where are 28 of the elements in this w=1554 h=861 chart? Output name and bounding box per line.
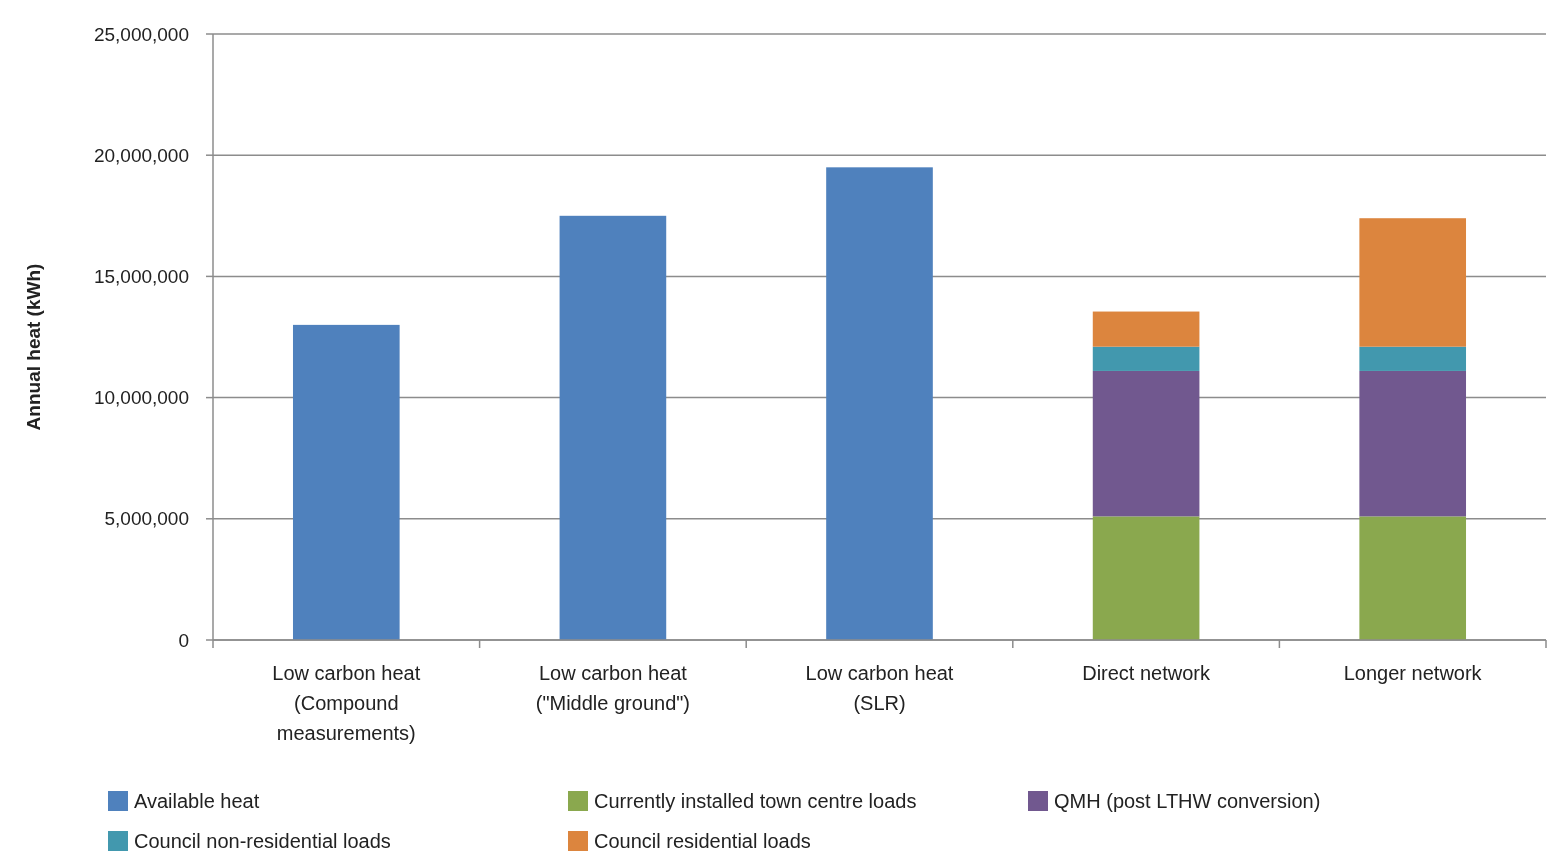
bar bbox=[1092, 346, 1200, 371]
y-tick-label: 25,000,000 bbox=[93, 23, 189, 45]
legend-label: Council non-residential loads bbox=[134, 830, 391, 852]
x-tick-label: Low carbon heat (SLR) bbox=[805, 662, 954, 714]
y-tick-label: 20,000,000 bbox=[93, 144, 189, 166]
bar bbox=[292, 324, 400, 640]
bar bbox=[1359, 346, 1467, 371]
y-tick-label: 0 bbox=[178, 629, 189, 651]
y-tick-label: 10,000,000 bbox=[93, 387, 189, 409]
legend-label: Available heat bbox=[134, 790, 260, 812]
bar bbox=[1359, 516, 1467, 640]
y-tick-label: 15,000,000 bbox=[93, 266, 189, 288]
x-tick-label: Low carbon heat ("Middle ground") bbox=[535, 662, 691, 714]
bar bbox=[826, 167, 933, 640]
x-tick-label: Longer network bbox=[1343, 662, 1483, 684]
bar bbox=[1359, 370, 1467, 517]
bar bbox=[1092, 370, 1200, 517]
bar bbox=[1359, 218, 1467, 347]
y-axis-title: Annual heat (kWh) bbox=[23, 263, 44, 431]
bar bbox=[559, 215, 667, 640]
x-tick-label: Direct network bbox=[1082, 662, 1212, 684]
legend-label: Currently installed town centre loads bbox=[594, 790, 917, 812]
legend-label: Council residential loads bbox=[594, 830, 811, 852]
bar bbox=[1092, 311, 1200, 347]
x-tick-label: Low carbon heat (Compound measurements) bbox=[272, 662, 421, 744]
y-tick-label: 5,000,000 bbox=[104, 508, 189, 530]
legend-label: QMH (post LTHW conversion) bbox=[1054, 790, 1321, 812]
bar bbox=[1092, 516, 1200, 640]
